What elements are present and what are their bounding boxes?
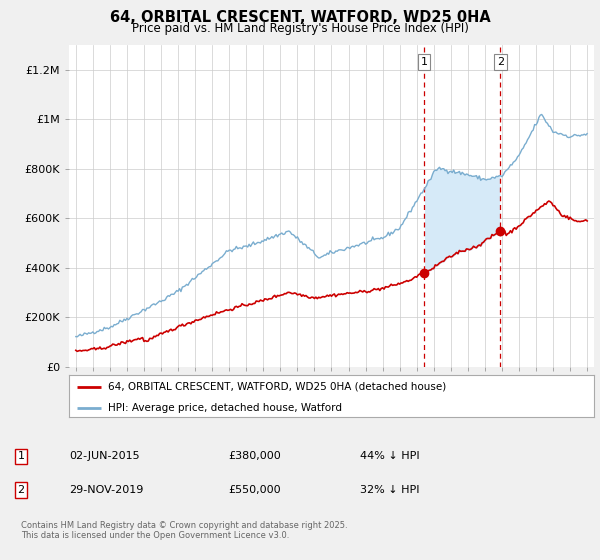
Text: 64, ORBITAL CRESCENT, WATFORD, WD25 0HA (detached house): 64, ORBITAL CRESCENT, WATFORD, WD25 0HA …: [109, 382, 446, 392]
Text: 1: 1: [421, 57, 427, 67]
Text: 02-JUN-2015: 02-JUN-2015: [69, 451, 140, 461]
Text: 64, ORBITAL CRESCENT, WATFORD, WD25 0HA: 64, ORBITAL CRESCENT, WATFORD, WD25 0HA: [110, 10, 490, 25]
Text: Price paid vs. HM Land Registry's House Price Index (HPI): Price paid vs. HM Land Registry's House …: [131, 22, 469, 35]
Text: 32% ↓ HPI: 32% ↓ HPI: [360, 485, 419, 495]
Text: 1: 1: [17, 451, 25, 461]
Text: 2: 2: [497, 57, 504, 67]
Text: HPI: Average price, detached house, Watford: HPI: Average price, detached house, Watf…: [109, 403, 343, 413]
Text: 2: 2: [17, 485, 25, 495]
Text: Contains HM Land Registry data © Crown copyright and database right 2025.
This d: Contains HM Land Registry data © Crown c…: [21, 521, 347, 540]
Text: 29-NOV-2019: 29-NOV-2019: [69, 485, 143, 495]
Text: 44% ↓ HPI: 44% ↓ HPI: [360, 451, 419, 461]
Text: £550,000: £550,000: [228, 485, 281, 495]
Text: £380,000: £380,000: [228, 451, 281, 461]
